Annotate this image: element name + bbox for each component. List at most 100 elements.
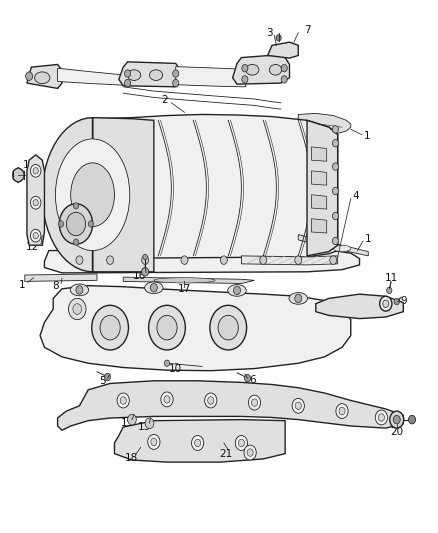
Polygon shape [27, 155, 44, 245]
Text: 18: 18 [124, 453, 138, 463]
Text: 7: 7 [303, 25, 310, 35]
Ellipse shape [55, 139, 130, 251]
Circle shape [335, 403, 347, 418]
Text: 2: 2 [161, 94, 168, 104]
Circle shape [294, 256, 301, 264]
Circle shape [148, 434, 159, 449]
Polygon shape [44, 248, 359, 273]
Circle shape [332, 163, 338, 170]
Ellipse shape [70, 284, 88, 296]
Circle shape [163, 395, 170, 403]
Circle shape [127, 414, 136, 425]
Circle shape [150, 284, 157, 292]
Ellipse shape [288, 293, 307, 304]
Circle shape [374, 410, 387, 425]
Polygon shape [42, 118, 153, 272]
Circle shape [92, 305, 128, 350]
Circle shape [235, 435, 247, 450]
Circle shape [379, 296, 391, 311]
Circle shape [276, 35, 281, 41]
Polygon shape [267, 42, 297, 58]
Text: 8: 8 [52, 281, 59, 291]
Text: 3: 3 [266, 28, 272, 38]
Text: 14: 14 [22, 160, 35, 171]
Text: 1: 1 [19, 280, 26, 290]
Text: 4: 4 [352, 191, 359, 201]
Polygon shape [297, 114, 350, 136]
Text: 9: 9 [400, 296, 406, 306]
Circle shape [204, 393, 216, 408]
Circle shape [329, 256, 336, 264]
Circle shape [117, 393, 129, 408]
Polygon shape [40, 286, 350, 370]
Ellipse shape [245, 64, 258, 75]
Circle shape [209, 305, 246, 350]
Circle shape [180, 256, 187, 264]
Circle shape [392, 415, 399, 424]
Circle shape [33, 199, 38, 206]
Circle shape [251, 399, 257, 406]
Ellipse shape [269, 64, 281, 75]
Polygon shape [27, 64, 62, 88]
Circle shape [332, 212, 338, 220]
Polygon shape [175, 67, 245, 87]
Circle shape [382, 300, 388, 308]
Circle shape [244, 374, 250, 382]
Circle shape [164, 360, 169, 367]
Circle shape [73, 203, 78, 209]
Text: 5: 5 [99, 376, 105, 386]
Circle shape [76, 286, 83, 294]
Polygon shape [241, 256, 337, 265]
Circle shape [389, 411, 403, 428]
Circle shape [233, 286, 240, 295]
Text: 21: 21 [219, 449, 232, 459]
Ellipse shape [149, 70, 162, 80]
Polygon shape [232, 55, 289, 84]
Circle shape [30, 229, 41, 242]
Circle shape [294, 402, 300, 409]
Circle shape [58, 221, 64, 227]
Text: 6: 6 [248, 375, 255, 385]
Circle shape [332, 140, 338, 147]
Ellipse shape [227, 285, 246, 296]
Ellipse shape [145, 282, 162, 294]
Polygon shape [57, 381, 403, 430]
Circle shape [244, 445, 256, 460]
Circle shape [76, 256, 83, 264]
Circle shape [124, 79, 131, 87]
Circle shape [238, 439, 244, 447]
Circle shape [248, 395, 260, 410]
Polygon shape [297, 235, 367, 256]
Text: 1: 1 [363, 131, 370, 141]
Circle shape [68, 298, 86, 320]
Circle shape [141, 268, 148, 276]
Circle shape [247, 449, 253, 456]
Circle shape [30, 165, 41, 177]
Text: 13: 13 [137, 422, 151, 432]
Text: 11: 11 [384, 273, 397, 283]
Circle shape [59, 204, 92, 244]
Circle shape [148, 305, 185, 350]
Circle shape [88, 221, 93, 227]
Circle shape [25, 72, 32, 80]
Ellipse shape [35, 72, 50, 84]
Circle shape [386, 287, 391, 294]
Text: 15: 15 [121, 418, 134, 429]
Polygon shape [311, 219, 326, 233]
Circle shape [338, 407, 344, 415]
Circle shape [281, 76, 287, 83]
Circle shape [150, 438, 156, 446]
Polygon shape [311, 195, 326, 209]
Polygon shape [311, 147, 326, 161]
Polygon shape [92, 115, 337, 258]
Polygon shape [57, 68, 132, 86]
Circle shape [207, 397, 213, 404]
Circle shape [241, 76, 247, 83]
Circle shape [66, 212, 85, 236]
Circle shape [294, 294, 301, 303]
Circle shape [73, 304, 81, 314]
Circle shape [100, 316, 120, 340]
Circle shape [332, 187, 338, 195]
Text: 17: 17 [177, 285, 191, 294]
Circle shape [259, 256, 266, 264]
